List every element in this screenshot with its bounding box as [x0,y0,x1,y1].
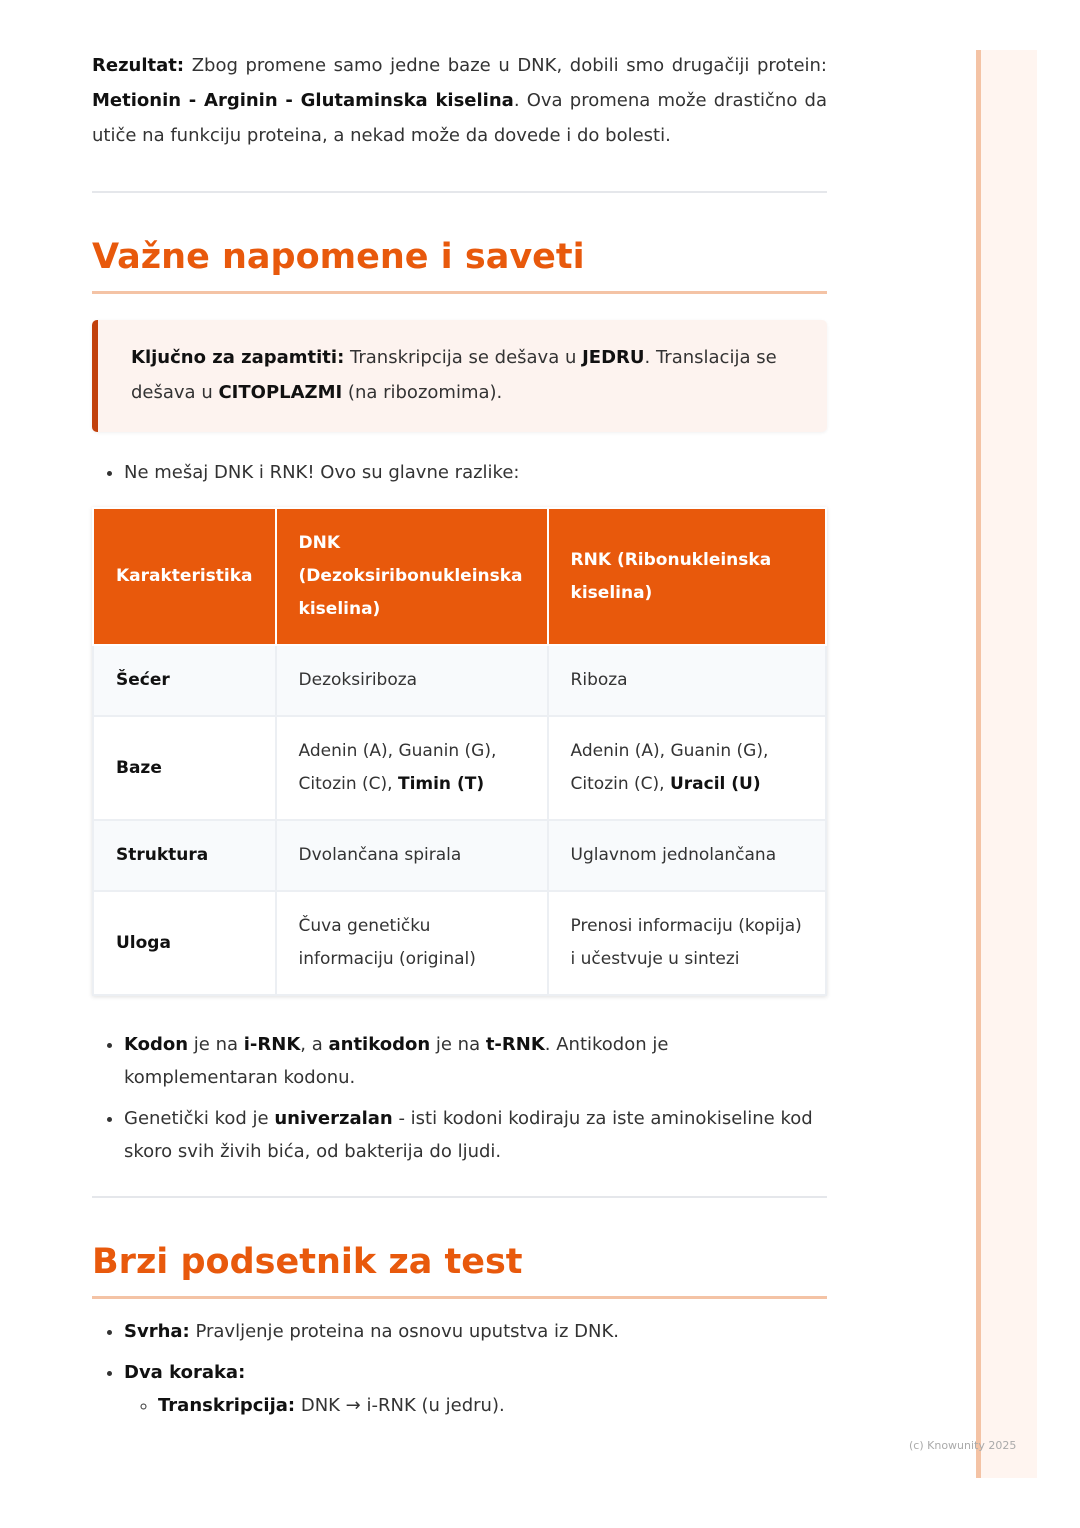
divider [92,191,827,193]
key-note: Ključno za zapamtiti: Transkripcija se d… [92,320,827,432]
list-item: Kodon je na i-RNK, a antikodon je na t-R… [124,1028,827,1094]
list-item: Svrha: Pravljenje proteina na osnovu upu… [124,1315,827,1348]
section-heading: Važne napomene i saveti [92,235,827,294]
list-item: Ne mešaj DNK i RNK! Ovo su glavne razlik… [124,456,827,489]
table-row: Uloga Čuva genetičku informaciju (origina… [92,890,828,996]
intro-list: Ne mešaj DNK i RNK! Ovo su glavne razlik… [92,456,827,489]
table-header-row: Karakteristika DNK (Dezoksiribonukleinska… [92,507,828,646]
result-paragraph: Rezultat: Zbog promene samo jedne baze u… [92,55,827,146]
table-row: Baze Adenin (A), Guanin (G), Citozin (C),… [92,715,828,821]
copyright: (c) Knowunity 2025 [909,1439,1017,1452]
table-row: Struktura Dvolančana spirala Uglavnom jedn… [92,819,828,892]
section-heading: Brzi podsetnik za test [92,1240,827,1299]
dnk-rnk-table: Karakteristika DNK (Dezoksiribonukleinska… [92,507,828,996]
list-item: Transkripcija: DNK → i-RNK (u jedru). [158,1389,827,1422]
side-strip [976,50,1037,1478]
document-content: Rezultat: Zbog promene samo jedne baze u… [92,48,828,1430]
list-item: Dva koraka: Transkripcija: DNK → i-RNK (… [124,1356,827,1422]
table-row: Šećer Dezoksiriboza Riboza [92,644,828,717]
divider [92,1196,827,1198]
list-item: Genetički kod je univerzalan - isti kodo… [124,1102,827,1168]
notes-list: Kodon je na i-RNK, a antikodon je na t-R… [92,1028,827,1168]
summary-list: Svrha: Pravljenje proteina na osnovu upu… [92,1315,827,1422]
